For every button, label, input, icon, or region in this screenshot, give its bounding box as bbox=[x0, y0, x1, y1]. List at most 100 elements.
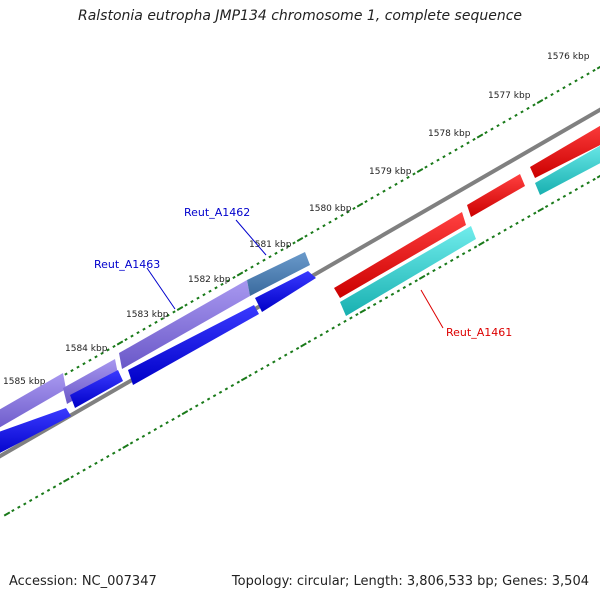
scale-tick-upper bbox=[580, 75, 584, 79]
scale-tick-upper bbox=[64, 372, 68, 376]
scale-tick-lower bbox=[300, 342, 307, 348]
gene-purple-1[interactable] bbox=[0, 373, 66, 433]
scale-tick-lower bbox=[295, 346, 300, 350]
scale-tick-upper bbox=[136, 331, 140, 335]
kbp-label-1583: 1583 kbp bbox=[126, 310, 169, 320]
scale-tick-lower bbox=[418, 274, 426, 280]
scale-tick-upper bbox=[208, 289, 212, 293]
scale-tick-lower bbox=[444, 262, 448, 266]
scale-tick-lower bbox=[521, 218, 525, 222]
scale-tick-upper bbox=[382, 189, 386, 193]
kbp-label-1576: 1576 kbp bbox=[547, 52, 590, 62]
scale-tick-lower bbox=[515, 221, 519, 225]
scale-tick-lower bbox=[497, 231, 501, 236]
gene-purple-3[interactable] bbox=[119, 280, 250, 369]
scale-tick-upper bbox=[100, 351, 104, 355]
scale-tick-lower bbox=[58, 482, 63, 486]
scale-tick-lower bbox=[76, 471, 80, 475]
scale-ticks-lower bbox=[3, 174, 600, 517]
scale-tick-lower bbox=[402, 285, 407, 290]
scale-tick-lower bbox=[331, 326, 335, 330]
scale-tick-lower bbox=[206, 397, 211, 401]
scale-tick-lower bbox=[366, 306, 371, 310]
scale-tick-upper bbox=[76, 365, 80, 369]
scale-tick-lower bbox=[70, 475, 74, 479]
scale-tick-lower bbox=[414, 279, 418, 283]
scale-tick-upper bbox=[514, 113, 518, 117]
accession-text: Accession: NC_007347 bbox=[9, 574, 157, 589]
scale-tick-upper bbox=[448, 151, 452, 155]
scale-tick-lower bbox=[372, 302, 377, 306]
scale-tick-lower bbox=[503, 228, 507, 232]
scale-tick-lower bbox=[3, 511, 11, 517]
scale-tick-upper bbox=[334, 217, 338, 221]
scale-tick-upper bbox=[454, 148, 458, 152]
gene-blue-2[interactable] bbox=[70, 370, 123, 408]
scale-tick-upper bbox=[280, 248, 284, 252]
scale-tick-upper bbox=[586, 72, 590, 76]
scale-tick-upper bbox=[536, 99, 544, 104]
scale-tick-upper bbox=[154, 320, 158, 324]
scale-tick-lower bbox=[63, 477, 70, 483]
gene-label-reut-a1463[interactable]: Reut_A1463 bbox=[94, 258, 160, 271]
scale-tick-lower bbox=[189, 407, 193, 411]
gene-track-lower-right bbox=[340, 140, 600, 316]
leader-reut-a1463 bbox=[146, 267, 176, 310]
scale-tick-upper bbox=[496, 124, 500, 128]
gene-blue-3[interactable] bbox=[128, 305, 259, 385]
scale-tick-lower bbox=[23, 502, 27, 506]
gene-red-reut-a1461[interactable] bbox=[334, 212, 466, 298]
gene-blue-4[interactable] bbox=[255, 271, 316, 312]
scale-tick-lower bbox=[159, 424, 163, 428]
scale-tick-lower bbox=[289, 350, 294, 354]
scale-tick-lower bbox=[195, 404, 199, 408]
gene-cyan-2[interactable] bbox=[535, 140, 600, 195]
scale-tick-upper bbox=[220, 282, 224, 286]
gene-blue-1[interactable] bbox=[0, 408, 71, 458]
gene-red-2[interactable] bbox=[467, 174, 525, 217]
scale-tick-upper bbox=[226, 279, 230, 283]
gene-track-upper-right bbox=[334, 120, 600, 298]
scale-tick-upper bbox=[424, 165, 428, 169]
gene-label-reut-a1462[interactable]: Reut_A1462 bbox=[184, 206, 250, 219]
scale-tick-upper bbox=[124, 338, 128, 342]
scale-tick-lower bbox=[408, 282, 412, 286]
scale-tick-upper bbox=[94, 355, 98, 359]
scale-tick-upper bbox=[142, 327, 146, 331]
scale-tick-upper bbox=[304, 234, 308, 238]
scale-tick-lower bbox=[240, 376, 248, 382]
scale-tick-upper bbox=[466, 141, 470, 145]
scale-tick-lower bbox=[568, 191, 573, 195]
scale-tick-lower bbox=[432, 269, 436, 273]
scale-tick-lower bbox=[181, 410, 189, 416]
scale-tick-lower bbox=[212, 394, 217, 398]
scale-tick-upper bbox=[340, 213, 344, 217]
scale-tick-lower bbox=[117, 448, 122, 452]
scale-tick-lower bbox=[200, 400, 205, 405]
scale-tick-upper bbox=[436, 158, 440, 162]
scale-tick-lower bbox=[426, 272, 430, 276]
kbp-label-1580: 1580 kbp bbox=[309, 204, 352, 214]
scale-tick-lower bbox=[378, 299, 383, 303]
map-title: Ralstonia eutropha JMP134 chromosome 1, … bbox=[77, 8, 522, 24]
scale-tick-upper bbox=[184, 303, 188, 307]
scale-tick-lower bbox=[112, 451, 116, 455]
scale-tick-upper bbox=[364, 200, 368, 204]
scale-tick-lower bbox=[46, 488, 51, 492]
scale-tick-lower bbox=[384, 296, 389, 300]
gene-cyan-1[interactable] bbox=[340, 226, 476, 316]
gene-steel-reut-a1462[interactable] bbox=[247, 252, 310, 296]
scale-tick-upper bbox=[286, 244, 290, 248]
scale-tick-lower bbox=[248, 373, 252, 377]
scale-tick-lower bbox=[491, 235, 495, 239]
scale-tick-lower bbox=[307, 340, 312, 344]
kbp-label-1579: 1579 kbp bbox=[369, 167, 412, 177]
scale-tick-lower bbox=[349, 316, 353, 320]
gene-red-3[interactable] bbox=[530, 120, 600, 178]
scale-tick-lower bbox=[11, 509, 15, 513]
scale-tick-lower bbox=[325, 329, 329, 334]
gene-label-reut-a1461[interactable]: Reut_A1461 bbox=[446, 326, 512, 339]
scale-tick-upper bbox=[568, 82, 572, 86]
scale-tick-lower bbox=[478, 241, 485, 247]
